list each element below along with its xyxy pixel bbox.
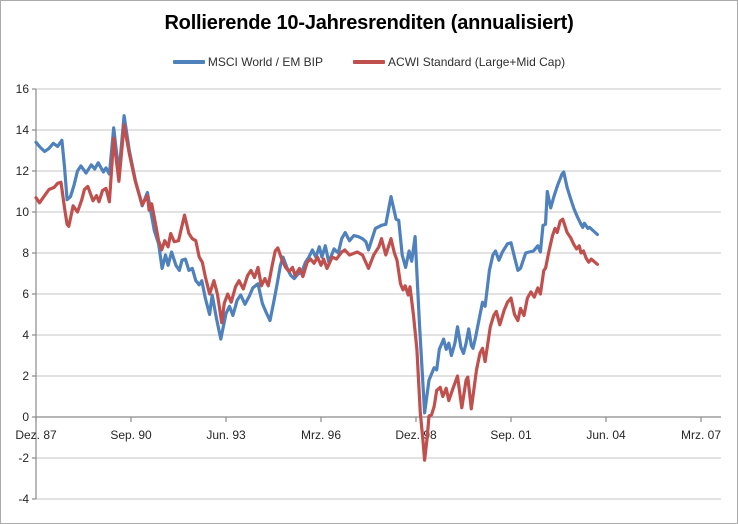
y-tick-label: 16 [16,82,30,96]
legend-item-msci: MSCI World / EM BIP [172,55,324,69]
legend-item-acwi: ACWI Standard (Large+Mid Cap) [353,55,565,69]
x-tick-label: Dez. 98 [395,428,437,442]
y-tick-label: 10 [16,205,30,219]
legend-line-sample-red [353,60,386,64]
x-tick-label: Mrz. 96 [301,428,341,442]
y-tick-label: 4 [22,328,29,342]
x-tick-label: Mrz. 07 [681,428,721,442]
y-tick-label: 2 [22,369,29,383]
legend-label: ACWI Standard (Large+Mid Cap) [388,55,566,69]
legend-label: MSCI World / EM BIP [207,55,324,69]
chart-title: Rollierende 10-Jahresrenditen (annualisi… [164,12,574,34]
y-tick-label: 14 [16,123,30,137]
x-tick-label: Jun. 04 [586,428,626,442]
x-tick-label: Jun. 93 [206,428,246,442]
y-tick-label: 8 [22,246,29,260]
y-tick-label: -2 [18,451,29,465]
y-tick-label: 0 [22,410,29,424]
y-tick-label: -4 [18,492,29,506]
series-line-acwi-standard [34,123,600,462]
y-tick-label: 6 [22,287,29,301]
legend: MSCI World / EM BIP ACWI Standard (Large… [1,55,737,69]
x-tick-label: Dez. 87 [15,428,57,442]
x-tick-label: Sep. 90 [110,428,152,442]
y-tick-label: 12 [16,164,30,178]
x-tick-label: Sep. 01 [490,428,532,442]
legend-line-sample-blue [172,60,205,64]
